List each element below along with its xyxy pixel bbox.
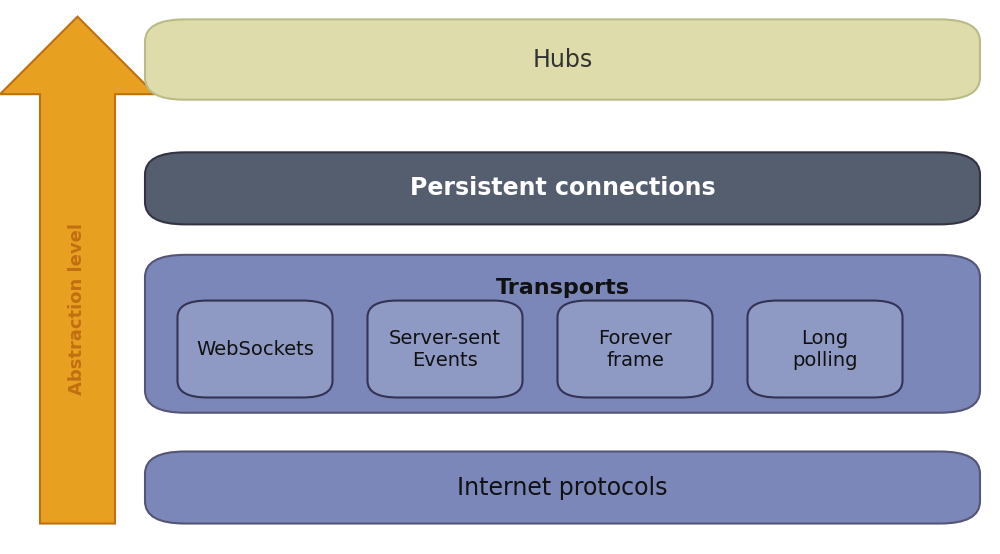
Text: Transports: Transports: [496, 278, 630, 298]
Polygon shape: [0, 17, 155, 524]
FancyBboxPatch shape: [145, 452, 980, 524]
FancyBboxPatch shape: [747, 300, 902, 398]
FancyBboxPatch shape: [145, 152, 980, 224]
Text: Long
polling: Long polling: [792, 329, 858, 370]
Text: Persistent connections: Persistent connections: [410, 176, 715, 201]
Text: Hubs: Hubs: [532, 48, 593, 71]
FancyBboxPatch shape: [178, 300, 332, 398]
FancyBboxPatch shape: [558, 300, 712, 398]
Text: Internet protocols: Internet protocols: [457, 475, 668, 500]
Text: Forever
frame: Forever frame: [598, 329, 672, 370]
FancyBboxPatch shape: [145, 19, 980, 100]
FancyBboxPatch shape: [145, 255, 980, 413]
Text: WebSockets: WebSockets: [196, 340, 314, 358]
FancyBboxPatch shape: [368, 300, 522, 398]
Text: Server-sent
Events: Server-sent Events: [389, 329, 501, 370]
Text: Abstraction level: Abstraction level: [68, 223, 87, 395]
